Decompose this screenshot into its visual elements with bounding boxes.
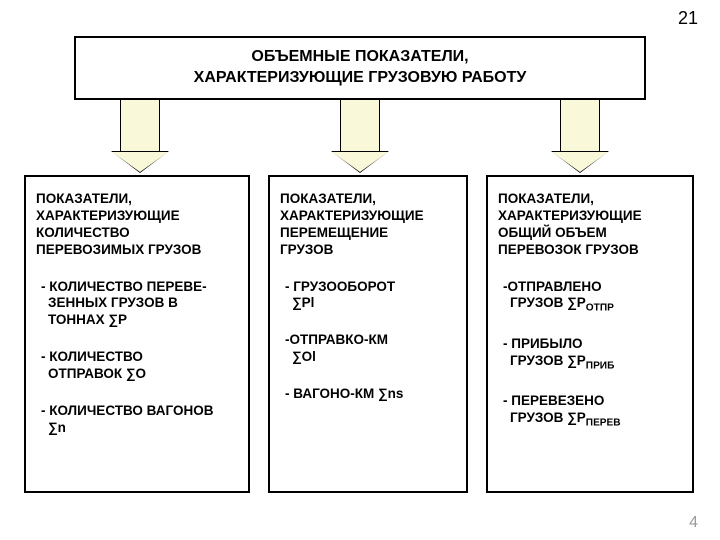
column-2: ПОКАЗАТЕЛИ, ХАРАКТЕРИЗУЮЩИЕ ПЕРЕМЕЩЕНИЕ …	[268, 175, 468, 493]
columns-row: ПОКАЗАТЕЛИ, ХАРАКТЕРИЗУЮЩИЕ КОЛИЧЕСТВО П…	[24, 175, 696, 493]
col1-item-1: - КОЛИЧЕСТВО ПЕРЕВЕ- ЗЕННЫХ ГРУЗОВ В ТОН…	[36, 279, 238, 330]
col3-item-2: - ПРИБЫЛО ГРУЗОВ ∑РПРИБ	[498, 336, 682, 373]
arrow-head-3	[552, 152, 608, 172]
title-line2: ХАРАКТЕРИЗУЮЩИЕ ГРУЗОВУЮ РАБОТУ	[194, 68, 527, 89]
footer-number: 4	[689, 514, 698, 532]
col2-heading: ПОКАЗАТЕЛИ, ХАРАКТЕРИЗУЮЩИЕ ПЕРЕМЕЩЕНИЕ …	[280, 191, 456, 259]
page-number: 21	[678, 8, 698, 29]
col1-item-3: - КОЛИЧЕСТВО ВАГОНОВ ∑n	[36, 403, 238, 437]
col1-heading: ПОКАЗАТЕЛИ, ХАРАКТЕРИЗУЮЩИЕ КОЛИЧЕСТВО П…	[36, 191, 238, 259]
col1-item-2: - КОЛИЧЕСТВО ОТПРАВОК ∑О	[36, 349, 238, 383]
title-box: ОБЪЕМНЫЕ ПОКАЗАТЕЛИ, ХАРАКТЕРИЗУЮЩИЕ ГРУ…	[74, 36, 646, 100]
col3-item-1: -ОТПРАВЛЕНО ГРУЗОВ ∑РОТПР	[498, 279, 682, 316]
column-1: ПОКАЗАТЕЛИ, ХАРАКТЕРИЗУЮЩИЕ КОЛИЧЕСТВО П…	[24, 175, 250, 493]
arrow-head-1	[112, 152, 168, 172]
title-line1: ОБЪЕМНЫЕ ПОКАЗАТЕЛИ,	[251, 47, 468, 68]
col2-item-2: -ОТПРАВКО-КМ ∑Оl	[280, 332, 456, 366]
col3-item-3: - ПЕРЕВЕЗЕНО ГРУЗОВ ∑РПЕРЕВ	[498, 393, 682, 430]
col2-item-1: - ГРУЗООБОРОТ ∑Рl	[280, 279, 456, 313]
col3-heading: ПОКАЗАТЕЛИ, ХАРАКТЕРИЗУЮЩИЕ ОБЩИЙ ОБЪЕМ …	[498, 191, 682, 259]
column-3: ПОКАЗАТЕЛИ, ХАРАКТЕРИЗУЮЩИЕ ОБЩИЙ ОБЪЕМ …	[486, 175, 694, 493]
arrow-head-2	[332, 152, 388, 172]
col2-item-3: - ВАГОНО-КМ ∑ns	[280, 386, 456, 403]
